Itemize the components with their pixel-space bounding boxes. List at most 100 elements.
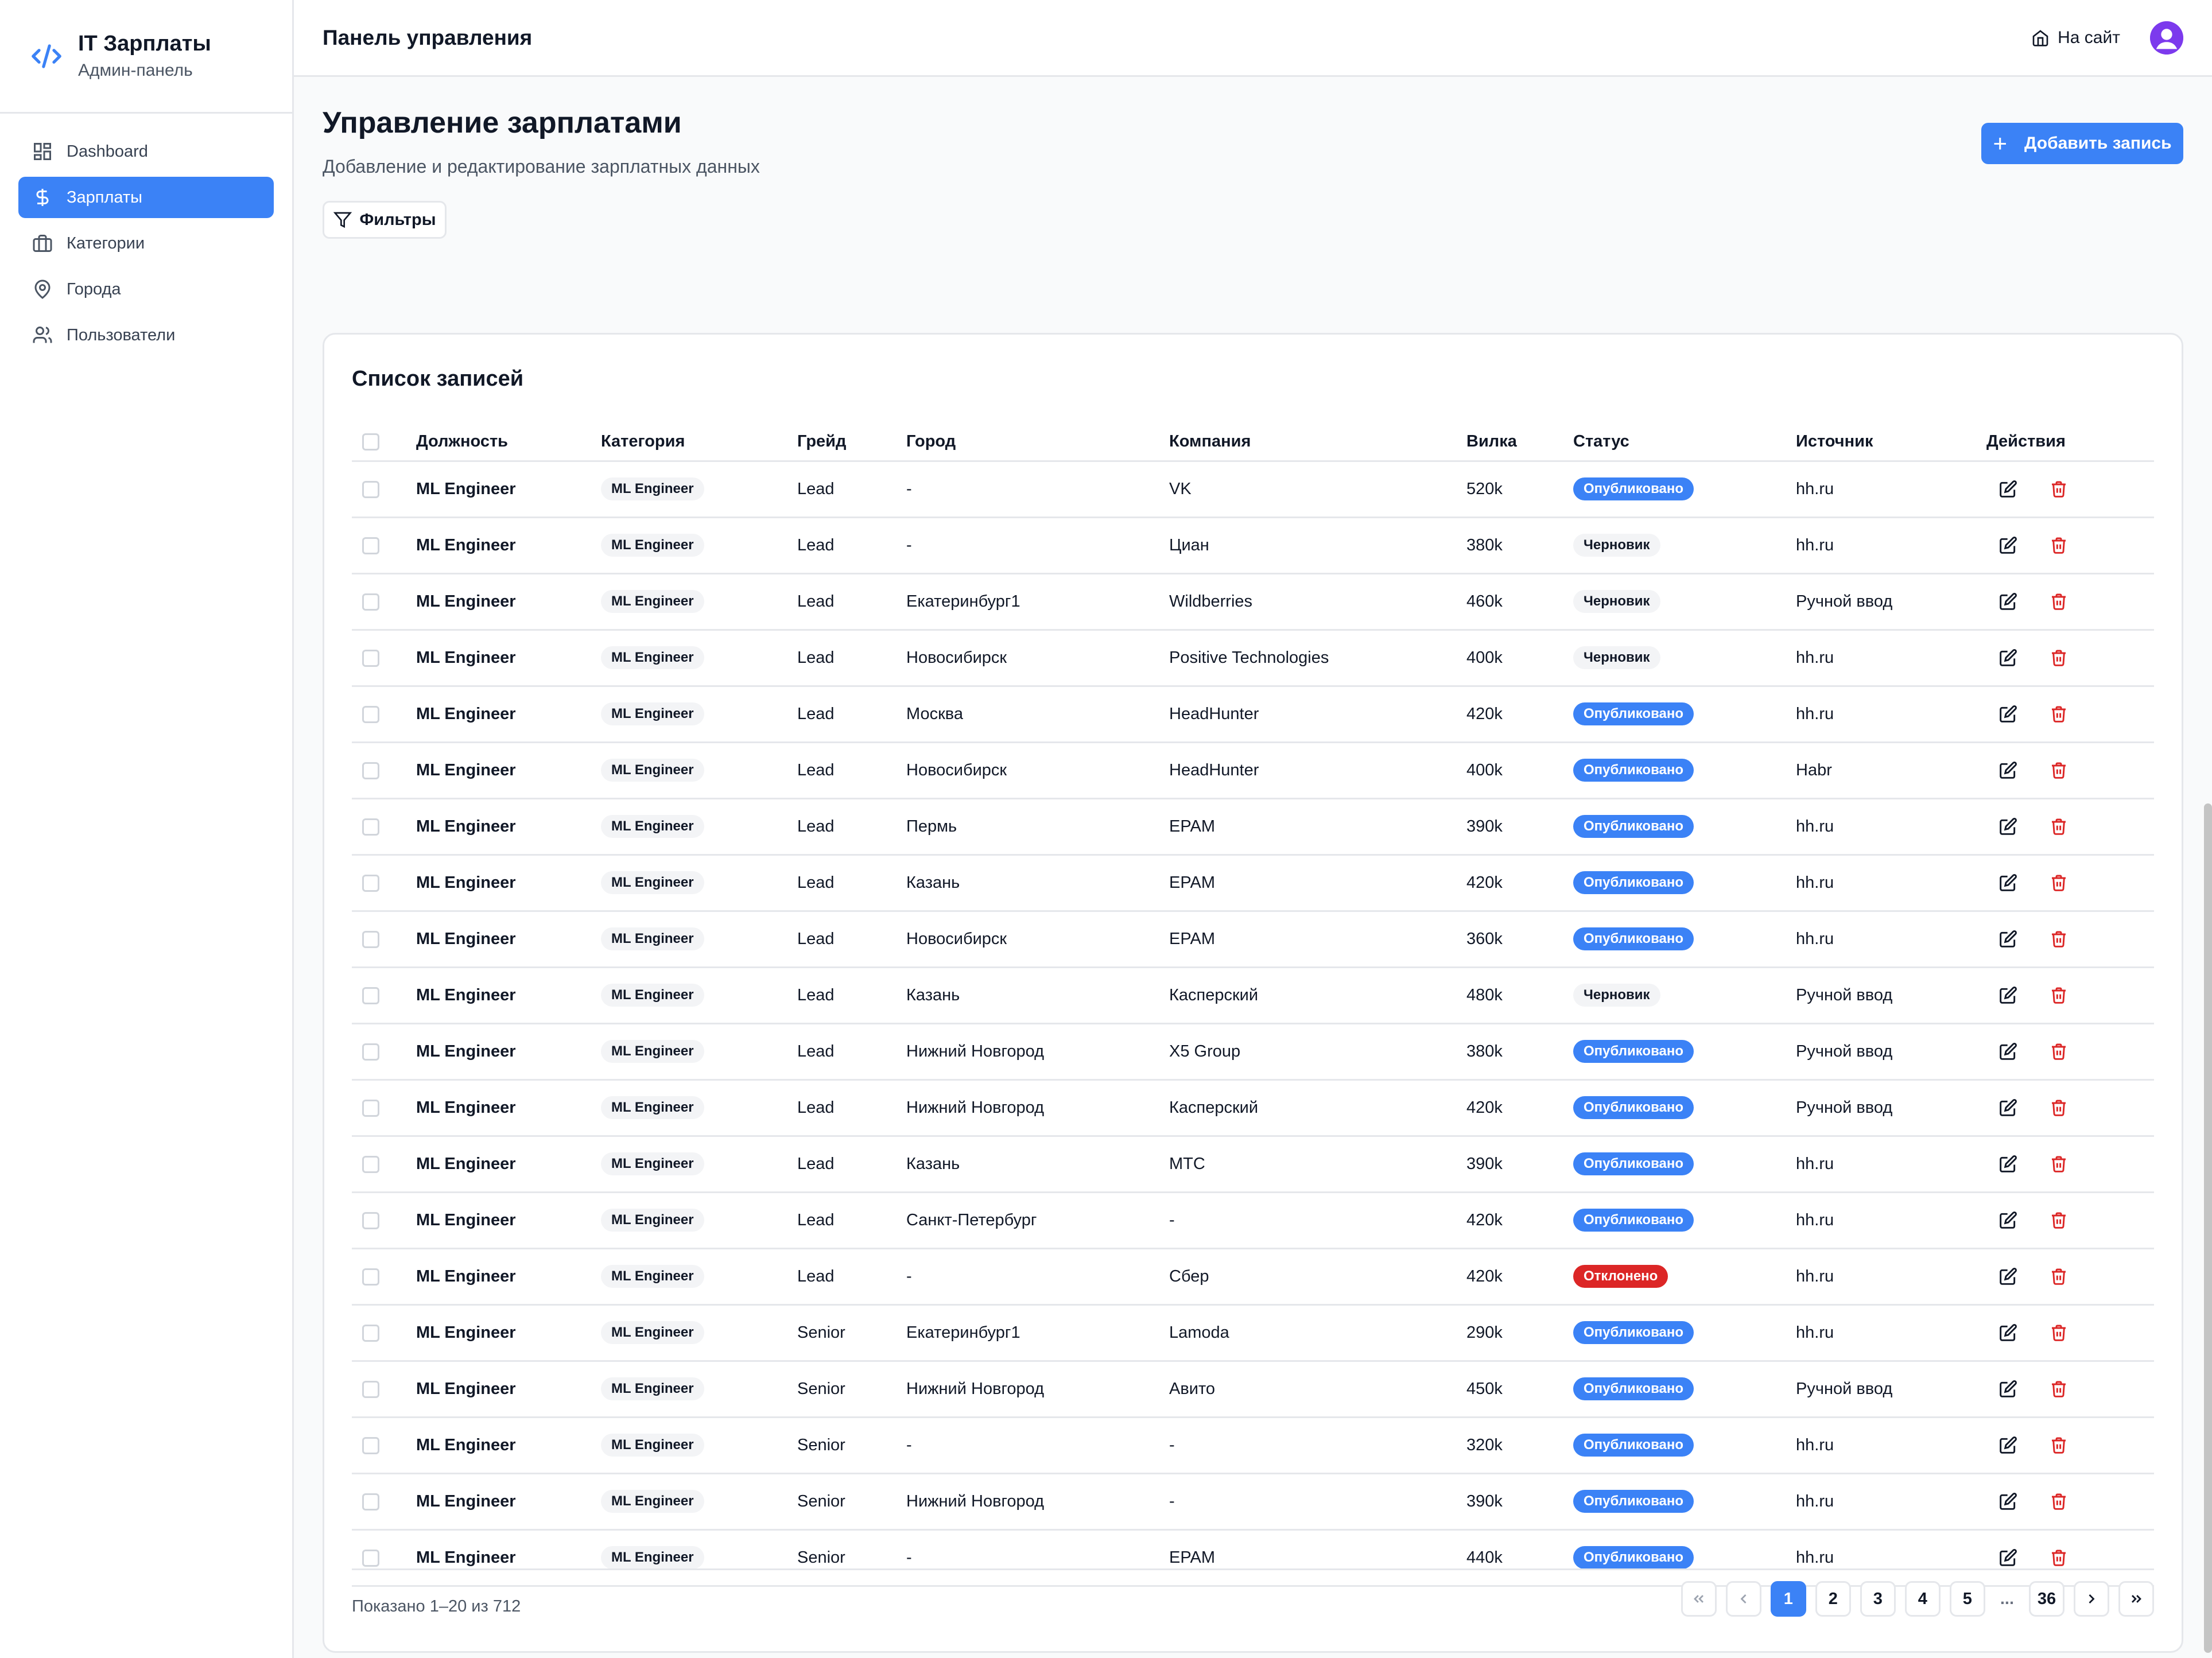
row-checkbox[interactable] <box>362 705 379 723</box>
edit-icon[interactable] <box>1999 1098 2017 1117</box>
table-row[interactable]: ML Engineer ML Engineer Lead Казань МТС 390k О… <box>352 1136 2154 1193</box>
edit-icon[interactable] <box>1999 592 2017 611</box>
table-row[interactable]: ML Engineer ML Engineer Lead Москва HeadHunt… <box>352 686 2154 743</box>
table-row[interactable]: ML Engineer ML Engineer Lead Казань EPAM 420k… <box>352 855 2154 912</box>
sidebar-item-dashboard[interactable]: Dashboard <box>18 131 274 172</box>
trash-icon[interactable] <box>2050 761 2068 779</box>
table-row[interactable]: ML Engineer ML Engineer Lead Казань Касперск… <box>352 967 2154 1024</box>
edit-icon[interactable] <box>1999 1436 2017 1454</box>
column-header[interactable]: Категория <box>601 423 797 462</box>
trash-icon[interactable] <box>2050 705 2068 723</box>
trash-icon[interactable] <box>2050 986 2068 1004</box>
edit-icon[interactable] <box>1999 1548 2017 1567</box>
row-checkbox[interactable] <box>362 1493 379 1511</box>
trash-icon[interactable] <box>2050 1155 2068 1173</box>
trash-icon[interactable] <box>2050 930 2068 948</box>
edit-icon[interactable] <box>1999 1211 2017 1229</box>
edit-icon[interactable] <box>1999 930 2017 948</box>
prev-page-button[interactable] <box>1725 1581 1761 1617</box>
first-page-button[interactable] <box>1681 1581 1717 1617</box>
table-row[interactable]: ML Engineer ML Engineer Lead Новосибирск Pos… <box>352 630 2154 687</box>
page-button[interactable]: 3 <box>1860 1581 1896 1617</box>
row-checkbox[interactable] <box>362 1155 379 1173</box>
trash-icon[interactable] <box>2050 1042 2068 1061</box>
sidebar-item-categories[interactable]: Категории <box>18 223 274 264</box>
table-row[interactable]: ML Engineer ML Engineer Lead - VK 520k Опублик… <box>352 461 2154 518</box>
edit-icon[interactable] <box>1999 1492 2017 1511</box>
sidebar-item-users[interactable]: Пользователи <box>18 314 274 356</box>
row-checkbox[interactable] <box>362 762 379 779</box>
table-row[interactable]: ML Engineer ML Engineer Lead Санкт-Петербур… <box>352 1192 2154 1249</box>
table-row[interactable]: ML Engineer ML Engineer Lead Нижний Новгоро… <box>352 1023 2154 1081</box>
edit-icon[interactable] <box>1999 1042 2017 1061</box>
edit-icon[interactable] <box>1999 761 2017 779</box>
trash-icon[interactable] <box>2050 592 2068 611</box>
trash-icon[interactable] <box>2050 536 2068 554</box>
page-button[interactable]: 4 <box>1904 1581 1941 1617</box>
trash-icon[interactable] <box>2050 873 2068 892</box>
page-button[interactable]: 2 <box>1815 1581 1851 1617</box>
sidebar-item-cities[interactable]: Города <box>18 269 274 310</box>
trash-icon[interactable] <box>2050 649 2068 667</box>
table-row[interactable]: ML Engineer ML Engineer Lead Екатеринбург1 W… <box>352 573 2154 631</box>
row-checkbox[interactable] <box>362 1436 379 1454</box>
table-row[interactable]: ML Engineer ML Engineer Senior Нижний Новго… <box>352 1473 2154 1531</box>
select-all-checkbox[interactable] <box>362 433 379 451</box>
edit-icon[interactable] <box>1999 480 2017 498</box>
column-header[interactable]: Статус <box>1573 423 1796 462</box>
trash-icon[interactable] <box>2050 1323 2068 1342</box>
table-row[interactable]: ML Engineer ML Engineer Lead Пермь EPAM 390k О… <box>352 798 2154 856</box>
row-checkbox[interactable] <box>362 1043 379 1061</box>
table-row[interactable]: ML Engineer ML Engineer Senior - EPAM 440k Опу… <box>352 1529 2154 1587</box>
edit-icon[interactable] <box>1999 986 2017 1004</box>
avatar[interactable] <box>2150 21 2183 55</box>
edit-icon[interactable] <box>1999 1155 2017 1173</box>
table-row[interactable]: ML Engineer ML Engineer Senior - -320k Опубли… <box>352 1417 2154 1474</box>
row-checkbox[interactable] <box>362 1324 379 1342</box>
last-page-number-button[interactable]: 36 <box>2029 1581 2064 1617</box>
row-checkbox[interactable] <box>362 874 379 892</box>
trash-icon[interactable] <box>2050 1436 2068 1454</box>
row-checkbox[interactable] <box>362 1099 379 1117</box>
sidebar-item-salaries[interactable]: Зарплаты <box>18 177 274 218</box>
table-row[interactable]: ML Engineer ML Engineer Lead Новосибирск Hea… <box>352 742 2154 799</box>
edit-icon[interactable] <box>1999 1323 2017 1342</box>
table-row[interactable]: ML Engineer ML Engineer Lead - Циан 380k Черно… <box>352 517 2154 574</box>
column-header[interactable]: Грейд <box>797 423 906 462</box>
edit-icon[interactable] <box>1999 649 2017 667</box>
trash-icon[interactable] <box>2050 480 2068 498</box>
column-header[interactable]: Город <box>906 423 1169 462</box>
trash-icon[interactable] <box>2050 1380 2068 1398</box>
column-header[interactable]: Вилка <box>1466 423 1573 462</box>
page-button[interactable]: 1 <box>1770 1581 1806 1617</box>
table-row[interactable]: ML Engineer ML Engineer Lead - Сбер 420k Откло… <box>352 1248 2154 1306</box>
next-page-button[interactable] <box>2074 1581 2109 1617</box>
row-checkbox[interactable] <box>362 1380 379 1398</box>
row-checkbox[interactable] <box>362 1549 379 1567</box>
row-checkbox[interactable] <box>362 537 379 554</box>
trash-icon[interactable] <box>2050 1267 2068 1286</box>
page-button[interactable]: 5 <box>1949 1581 1985 1617</box>
filters-button[interactable]: Фильтры <box>323 201 447 239</box>
table-row[interactable]: ML Engineer ML Engineer Senior Нижний Новго… <box>352 1361 2154 1418</box>
table-row[interactable]: ML Engineer ML Engineer Lead Новосибирск EPA… <box>352 911 2154 968</box>
row-checkbox[interactable] <box>362 593 379 611</box>
edit-icon[interactable] <box>1999 1267 2017 1286</box>
row-checkbox[interactable] <box>362 649 379 667</box>
trash-icon[interactable] <box>2050 1098 2068 1117</box>
column-header[interactable]: Источник <box>1796 423 1986 462</box>
trash-icon[interactable] <box>2050 1211 2068 1229</box>
trash-icon[interactable] <box>2050 1492 2068 1511</box>
edit-icon[interactable] <box>1999 536 2017 554</box>
row-checkbox[interactable] <box>362 930 379 948</box>
site-link[interactable]: На сайт <box>2031 28 2120 48</box>
row-checkbox[interactable] <box>362 1268 379 1286</box>
table-row[interactable]: ML Engineer ML Engineer Lead Нижний Новгоро… <box>352 1080 2154 1137</box>
last-page-button[interactable] <box>2118 1581 2154 1617</box>
row-checkbox[interactable] <box>362 987 379 1004</box>
trash-icon[interactable] <box>2050 817 2068 836</box>
column-header[interactable]: Должность <box>416 423 601 462</box>
edit-icon[interactable] <box>1999 1380 2017 1398</box>
row-checkbox[interactable] <box>362 818 379 836</box>
edit-icon[interactable] <box>1999 705 2017 723</box>
